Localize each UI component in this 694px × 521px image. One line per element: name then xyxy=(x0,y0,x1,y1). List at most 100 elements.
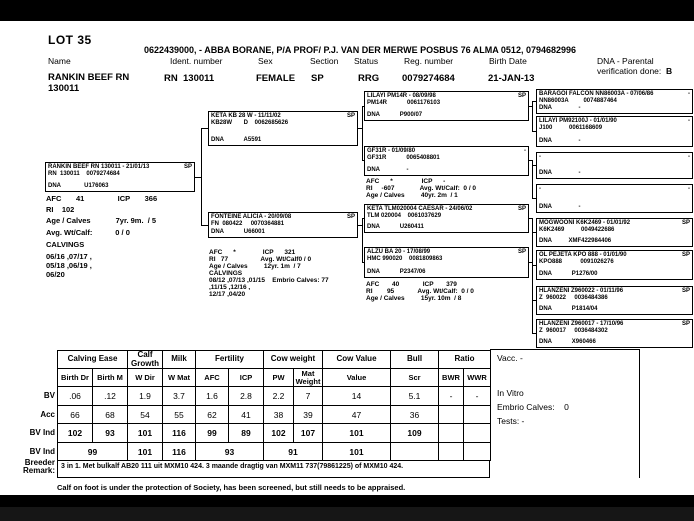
animal-id-line: KB28W D 0062685626 xyxy=(211,120,289,126)
column-header: BWR xyxy=(438,368,465,387)
bvind-cell: 102 xyxy=(263,423,294,443)
vacc-label: Vacc. - xyxy=(497,353,523,363)
animal-title: OL PEJETA KPO 888 - 01/01/90 xyxy=(539,252,627,258)
bv-cell: 1.6 xyxy=(195,386,229,406)
protection-note: Calf on foot is under the protection of … xyxy=(57,483,406,492)
pedigree-box-gp-dam-sire: KETA TLM020004 CAESAR - 24/06/02 SP TLM 0… xyxy=(364,204,529,233)
animal-title: ALZU BA 20 - 17/08/99 xyxy=(367,249,431,255)
field-value-sex: FEMALE xyxy=(256,73,296,84)
acc-cell: 47 xyxy=(322,405,392,424)
pedigree-box-ggp-4: - - DNA - xyxy=(536,184,693,213)
row-label-bvind2: BV Ind xyxy=(29,447,55,456)
connector-line xyxy=(202,225,208,226)
connector-line xyxy=(362,218,363,263)
dna-note-value: B xyxy=(666,66,673,76)
tests-label: Tests: - xyxy=(497,416,525,426)
animal-id-line: K6K2469 0049422686 xyxy=(539,227,615,233)
connector-line xyxy=(532,218,533,266)
dna-note-line2: verification done: xyxy=(597,66,662,76)
connector-line xyxy=(362,106,363,161)
connector-line xyxy=(362,106,364,107)
animal-id-line: PM14R 0061176103 xyxy=(367,100,441,106)
connector-line xyxy=(201,128,202,226)
pedigree-box-dam: FONTEINE ALICIA - 20/09/08 SP FN 080422 0… xyxy=(208,212,358,238)
bv-cell: - xyxy=(463,386,492,406)
pedigree-box-ggp-8: HLANZENI Z960017 - 17/10/96 SP Z 960017 0… xyxy=(536,319,693,348)
acc-cell xyxy=(438,405,465,424)
field-value-section: SP xyxy=(311,73,324,84)
row-label-bv: BV xyxy=(43,391,55,400)
main-stats-calvings: 06/16 ,07/17 , xyxy=(46,252,92,261)
animal-title: KETA KB 28 W - 11/11/02 xyxy=(211,113,281,119)
dam-stats-line: AFC * ICP 321 xyxy=(209,249,296,256)
panel-border-top xyxy=(490,349,640,350)
animal-id-line: KPO888 0091026276 xyxy=(539,259,614,265)
bvind-cell: 107 xyxy=(292,423,324,443)
bv-cell: .06 xyxy=(57,386,93,406)
dam-stats-line: RI 77 Avg. Wt/Calf0 / 0 xyxy=(209,256,312,263)
field-label-reg: Reg. number xyxy=(404,56,454,66)
acc-cell: 38 xyxy=(263,405,294,424)
group-header: Calf Growth xyxy=(127,350,163,369)
animal-title: KETA TLM020004 CAESAR - 24/06/02 xyxy=(367,206,473,212)
acc-cell: 55 xyxy=(162,405,196,424)
group-header: Milk xyxy=(162,350,196,369)
pedigree-box-sire: KETA KB 28 W - 11/11/02 SP KB28W D 006268… xyxy=(208,111,358,146)
field-value-name: RANKIN BEEF RN 130011 xyxy=(48,72,130,94)
section-flag: - xyxy=(688,154,690,160)
section-flag: SP xyxy=(346,113,355,119)
section-flag: SP xyxy=(681,288,690,294)
alzu-stats-line: RI 95 Avg. Wt/Calf: 0 / 0 xyxy=(366,288,474,295)
dam-stats-line: 08/12 ,07/13 ,01/15 Embrio Calves: 77 xyxy=(209,277,329,284)
acc-cell: 66 xyxy=(57,405,93,424)
alzu-stats-line: Age / Calves 15yr. 10m / 8 xyxy=(366,295,462,302)
animal-title: BARAGOI FALCON NN86003A - 07/06/86 xyxy=(539,91,654,97)
main-stats-line: Age / Calves 7yr. 9m. / 5 xyxy=(46,216,157,225)
animal-dna-line: DNA P1814/04 xyxy=(539,306,598,312)
gf31r-stats-line: Age / Calves 40yr. 2m / 1 xyxy=(366,192,458,199)
dam-stats-line: Age / Calves 12yr. 1m / 7 xyxy=(209,263,301,270)
connector-line xyxy=(529,262,532,263)
connector-line xyxy=(358,128,362,129)
animal-id-line: Z 960022 0036484386 xyxy=(539,295,608,301)
animal-title: FONTEINE ALICIA - 20/09/08 xyxy=(211,214,292,220)
bvind-cell: 116 xyxy=(162,423,196,443)
section-flag: SP xyxy=(346,214,355,220)
main-stats-line: CALVINGS xyxy=(46,240,85,249)
group-header: Bull xyxy=(390,350,440,369)
animal-dna-line: DNA - xyxy=(539,138,581,144)
column-header: W Mat xyxy=(162,368,196,387)
field-value-ident: RN 130011 xyxy=(164,73,215,84)
group-header: Cow Value xyxy=(322,350,392,369)
breeding-values-table: Calving Ease Calf Growth Milk Fertility … xyxy=(57,350,492,461)
section-flag: - xyxy=(524,148,526,154)
connector-line xyxy=(202,128,208,129)
connector-line xyxy=(532,198,536,199)
field-label-ident: Ident. number xyxy=(170,56,223,66)
animal-id-line: GF31R 0065408801 xyxy=(367,155,440,161)
connector-line xyxy=(532,262,533,334)
animal-title: GF31R - 01/09/80 xyxy=(367,148,416,154)
animal-title: MOGWOONI K6K2469 - 01/01/92 xyxy=(539,220,631,226)
animal-id-line: NN86003A 0074887464 xyxy=(539,98,617,104)
bvind-cell xyxy=(438,423,465,443)
dam-stats-line: 12/17 ,04/20 xyxy=(209,291,246,298)
pedigree-box-ggp-1: BARAGOI FALCON NN86003A - 07/06/86 - NN86… xyxy=(536,89,693,114)
bv-cell: 3.7 xyxy=(162,386,196,406)
dam-stats-line: ,11/15 ,12/16 , xyxy=(209,284,251,291)
connector-line xyxy=(362,218,364,219)
gf31r-stats-line: AFC * ICP - xyxy=(366,178,446,185)
column-header: WWR xyxy=(463,368,492,387)
connector-line xyxy=(532,232,536,233)
animal-dna-line: DNA - xyxy=(367,167,409,173)
group-header: Ratio xyxy=(438,350,492,369)
field-label-sex: Sex xyxy=(258,56,273,66)
acc-cell: 36 xyxy=(390,405,440,424)
acc-cell: 41 xyxy=(228,405,264,424)
section-flag: - xyxy=(688,118,690,124)
dam-stats-line: CALVINGS xyxy=(209,270,243,277)
animal-id-line: J100 0061168609 xyxy=(539,125,603,131)
row-label-bvind: BV Ind xyxy=(29,428,55,437)
bv-cell: 5.1 xyxy=(390,386,440,406)
